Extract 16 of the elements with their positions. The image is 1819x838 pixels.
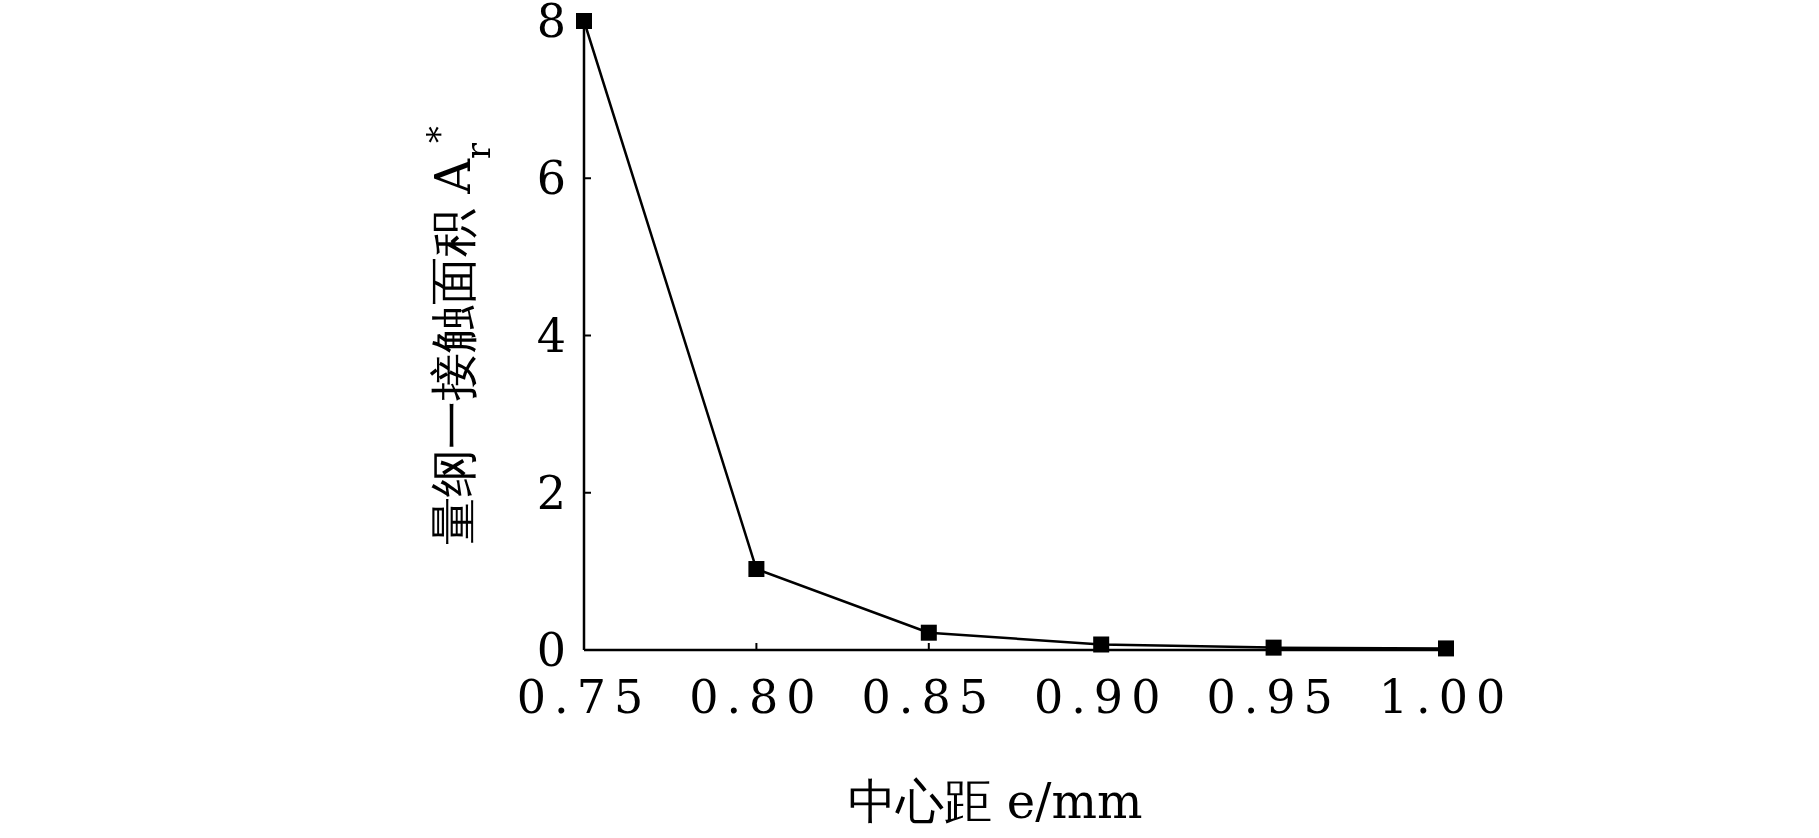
x-axis-title: 中心距 e/mm <box>847 773 1143 829</box>
x-tick-label: 0.85 <box>861 670 997 724</box>
point <box>1265 639 1282 656</box>
x-tick-label: 0.95 <box>1206 670 1341 724</box>
x-tick-label: 1.00 <box>1378 670 1514 724</box>
y-tick-label: 8 <box>536 0 566 48</box>
point <box>1438 640 1454 657</box>
point <box>1093 636 1110 653</box>
point <box>920 624 937 641</box>
x-tick-label: 0.90 <box>1033 670 1169 724</box>
y-tick-label: 6 <box>536 151 566 206</box>
x-tick-label: 0.80 <box>689 670 824 724</box>
y-tick-label: 4 <box>536 308 566 363</box>
y-tick-label: 2 <box>536 465 566 520</box>
point <box>576 13 592 29</box>
point <box>748 561 765 578</box>
